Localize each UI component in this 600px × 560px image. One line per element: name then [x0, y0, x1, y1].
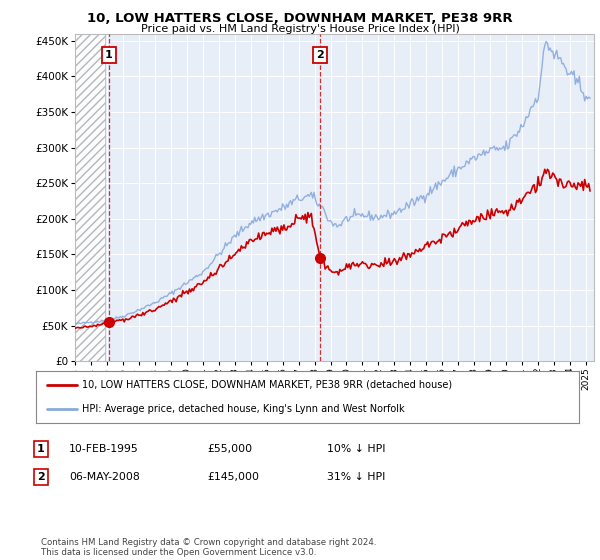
Text: Price paid vs. HM Land Registry's House Price Index (HPI): Price paid vs. HM Land Registry's House … — [140, 24, 460, 34]
Text: £145,000: £145,000 — [207, 472, 259, 482]
Bar — [75, 34, 106, 361]
Text: 1: 1 — [37, 444, 44, 454]
Text: 2: 2 — [317, 50, 325, 60]
Text: 06-MAY-2008: 06-MAY-2008 — [69, 472, 140, 482]
Text: 31% ↓ HPI: 31% ↓ HPI — [327, 472, 385, 482]
Text: 1: 1 — [105, 50, 113, 60]
Text: 10% ↓ HPI: 10% ↓ HPI — [327, 444, 386, 454]
Text: 10-FEB-1995: 10-FEB-1995 — [69, 444, 139, 454]
Text: Contains HM Land Registry data © Crown copyright and database right 2024.
This d: Contains HM Land Registry data © Crown c… — [41, 538, 376, 557]
Text: £55,000: £55,000 — [207, 444, 252, 454]
Text: HPI: Average price, detached house, King's Lynn and West Norfolk: HPI: Average price, detached house, King… — [82, 404, 405, 414]
Text: 10, LOW HATTERS CLOSE, DOWNHAM MARKET, PE38 9RR: 10, LOW HATTERS CLOSE, DOWNHAM MARKET, P… — [87, 12, 513, 25]
Text: 10, LOW HATTERS CLOSE, DOWNHAM MARKET, PE38 9RR (detached house): 10, LOW HATTERS CLOSE, DOWNHAM MARKET, P… — [82, 380, 452, 390]
Text: 2: 2 — [37, 472, 44, 482]
